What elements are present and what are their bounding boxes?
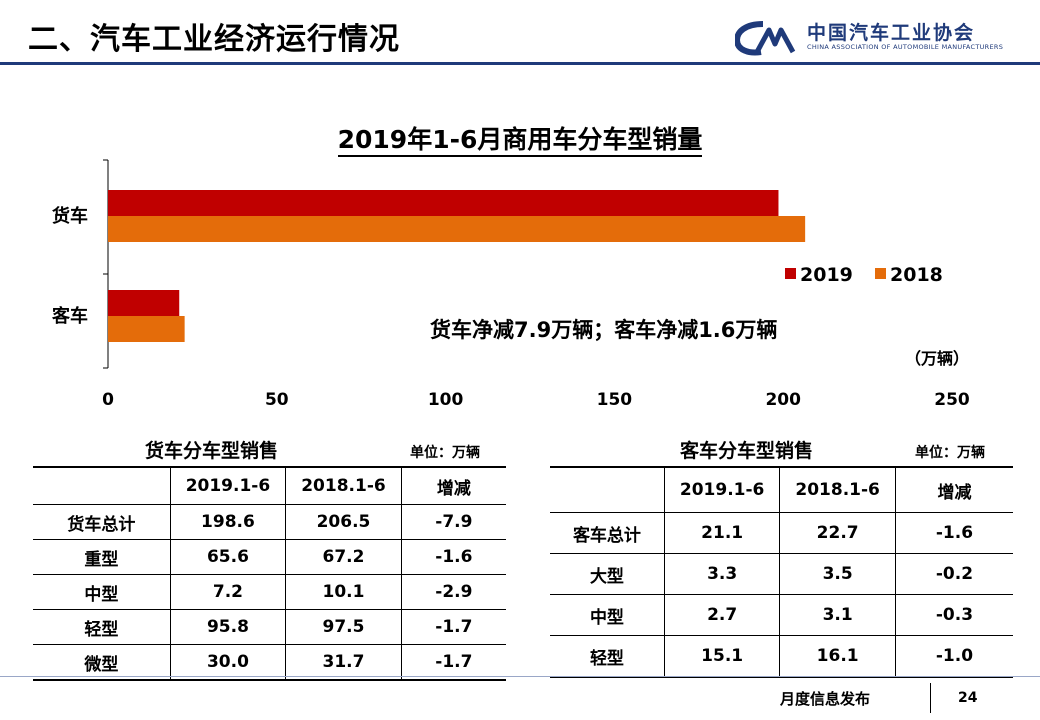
- table-row: 微型 30.0 31.7 -1.7: [33, 644, 506, 680]
- bar-2018-0: [108, 216, 806, 242]
- value-cell: 21.1: [663, 512, 780, 554]
- footer-label: 月度信息发布: [780, 690, 871, 708]
- footer-rule: [0, 676, 1040, 677]
- x-tick-label: 200: [765, 390, 801, 410]
- truck-table: 2019.1-6 2018.1-6 增减货车总计 198.6 206.5 -7.9 重型 65…: [33, 466, 506, 681]
- x-tick-label: 150: [597, 390, 633, 410]
- header-rule: [0, 62, 1040, 65]
- value-cell: 3.5: [779, 553, 896, 595]
- chart-annotation: 货车净减7.9万辆；客车净减1.6万辆: [430, 318, 777, 342]
- category-label: 货车: [52, 205, 88, 227]
- table-header-cell: 2018.1-6: [779, 467, 896, 513]
- slide-title: 二、汽车工业经济运行情况: [28, 22, 400, 57]
- value-cell: 16.1: [779, 635, 896, 677]
- value-cell: -1.6: [894, 512, 1013, 554]
- category-label: 客车: [52, 305, 88, 327]
- value-cell: -0.2: [894, 553, 1013, 595]
- value-cell: 31.7: [285, 644, 402, 680]
- row-label-cell: 客车总计: [572, 525, 641, 546]
- legend-swatch-2018: [875, 268, 886, 279]
- value-cell: 15.1: [663, 635, 780, 677]
- value-cell: 198.6: [169, 504, 286, 540]
- value-cell: -0.3: [894, 594, 1013, 636]
- value-cell: 67.2: [285, 539, 402, 575]
- x-tick-label: 100: [428, 390, 464, 410]
- logo-english-name: CHINA ASSOCIATION OF AUTOMOBILE MANUFACT…: [807, 43, 1004, 51]
- row-label-cell: 中型: [589, 607, 624, 628]
- table-row: 重型 65.6 67.2 -1.6: [33, 539, 506, 575]
- row-label-cell: 货车总计: [67, 514, 136, 535]
- table-header-cell: 2019.1-6: [663, 467, 780, 513]
- value-cell: -1.0: [894, 635, 1013, 677]
- value-cell: 10.1: [285, 574, 402, 610]
- row-label-cell: 大型: [589, 566, 624, 587]
- page-number: 24: [958, 690, 978, 706]
- value-cell: 30.0: [169, 644, 286, 680]
- bar-2019-0: [108, 190, 779, 216]
- x-tick-label: 0: [102, 390, 114, 410]
- logo-chinese-name: 中国汽车工业协会: [807, 22, 976, 44]
- bar-2019-1: [108, 290, 180, 316]
- table-row: 货车总计 198.6 206.5 -7.9: [33, 504, 506, 540]
- value-cell: -1.7: [400, 609, 506, 645]
- value-cell: 7.2: [169, 574, 286, 610]
- bar-2018-1: [108, 316, 185, 342]
- row-label-cell: 轻型: [84, 619, 119, 640]
- row-label-cell: 轻型: [589, 648, 624, 669]
- table-header-row: 2019.1-6 2018.1-6 增减: [550, 467, 1013, 513]
- value-cell: 97.5: [285, 609, 402, 645]
- value-cell: -7.9: [400, 504, 506, 540]
- table-row: 轻型 95.8 97.5 -1.7: [33, 609, 506, 645]
- row-label-cell: 重型: [84, 549, 119, 570]
- caam-logo: 中国汽车工业协会 CHINA ASSOCIATION OF AUTOMOBILE…: [733, 18, 1025, 58]
- chart-unit-label: （万辆）: [905, 349, 969, 368]
- value-cell: 65.6: [169, 539, 286, 575]
- table-row: 客车总计 21.1 22.7 -1.6: [550, 512, 1013, 554]
- table-row: 中型 7.2 10.1 -2.9: [33, 574, 506, 610]
- value-cell: -1.7: [400, 644, 506, 680]
- bus-table-title: 客车分车型销售: [680, 440, 814, 462]
- value-cell: 2.7: [663, 594, 780, 636]
- value-cell: 206.5: [285, 504, 402, 540]
- row-label-cell: 中型: [84, 584, 119, 605]
- table-header-cell: 2019.1-6: [169, 467, 286, 505]
- value-cell: -2.9: [400, 574, 506, 610]
- legend-swatch-2019: [785, 268, 796, 279]
- value-cell: 3.3: [663, 553, 780, 595]
- value-cell: 3.1: [779, 594, 896, 636]
- value-cell: 95.8: [169, 609, 286, 645]
- table-header-cell: 2018.1-6: [285, 467, 402, 505]
- truck-table-unit: 单位：万辆: [410, 445, 480, 461]
- footer-separator: [930, 683, 931, 713]
- table-header-cell: [550, 467, 664, 513]
- cam-logo-icon: [733, 21, 796, 56]
- table-header-cell: 增减: [400, 467, 506, 505]
- table-row: 中型 2.7 3.1 -0.3: [550, 594, 1013, 636]
- bus-table: 2019.1-6 2018.1-6 增减客车总计 21.1 22.7 -1.6 大型 3.3 3…: [550, 466, 1013, 678]
- legend-label-2018: 2018: [890, 264, 943, 286]
- bus-table-unit: 单位：万辆: [915, 445, 985, 461]
- x-tick-label: 50: [265, 390, 289, 410]
- value-cell: -1.6: [400, 539, 506, 575]
- table-header-cell: 增减: [894, 467, 1013, 513]
- x-tick-label: 250: [934, 390, 970, 410]
- legend-label-2019: 2019: [800, 264, 853, 286]
- value-cell: 22.7: [779, 512, 896, 554]
- table-header-row: 2019.1-6 2018.1-6 增减: [33, 467, 506, 505]
- table-row: 轻型 15.1 16.1 -1.0: [550, 635, 1013, 677]
- row-label-cell: 微型: [84, 654, 119, 675]
- table-row: 大型 3.3 3.5 -0.2: [550, 553, 1013, 595]
- truck-table-title: 货车分车型销售: [145, 440, 279, 462]
- table-header-cell: [33, 467, 170, 505]
- chart-title: 2019年1-6月商用车分车型销量: [0, 120, 1040, 157]
